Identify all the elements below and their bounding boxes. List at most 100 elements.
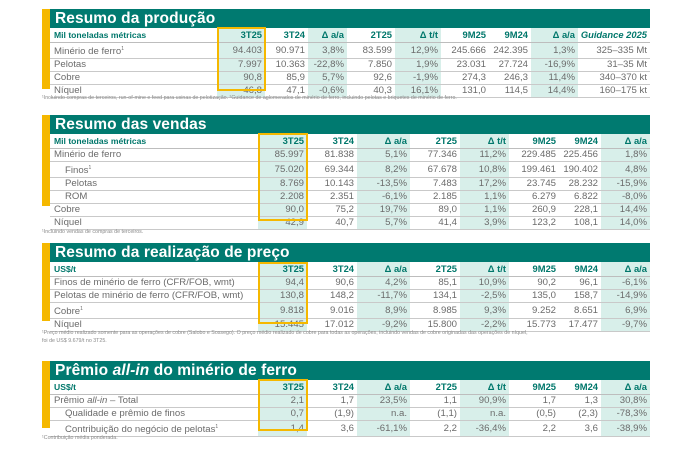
cell: 2.185 xyxy=(410,190,460,204)
cell: -78,3% xyxy=(601,407,650,421)
col-header: 9M25 xyxy=(509,380,559,395)
cell: 67.678 xyxy=(410,161,460,178)
cell: 2.208 xyxy=(258,190,307,204)
footnote: ¹Contribuição média ponderada. xyxy=(42,435,118,441)
cell: 3,9% xyxy=(460,216,509,230)
cell: -8,0% xyxy=(601,190,650,204)
cell: 158,7 xyxy=(559,289,601,303)
cell: 6.822 xyxy=(559,190,601,204)
cell: 90.971 xyxy=(265,42,308,59)
cell: 148,2 xyxy=(307,289,357,303)
col-header-guidance: Guidance 2025 xyxy=(578,28,650,43)
cell: 75,2 xyxy=(307,203,357,217)
table-row: Prêmio all-in – Total 2,1 1,7 23,5% 1,1 … xyxy=(50,394,650,408)
section-title: Prêmio all-in do minério de ferro xyxy=(50,361,650,380)
price-table: US$/t 3T25 3T24 Δ a/a 2T25 Δ t/t 9M25 9M… xyxy=(50,262,650,332)
col-header: Δ t/t xyxy=(395,28,441,43)
cell: 17,2% xyxy=(460,177,509,191)
price-realization-section: Resumo da realização de preço US$/t 3T25… xyxy=(42,243,650,332)
cell: 42,9 xyxy=(258,216,307,230)
table-row: Níquel 46,8 47,1 -0,6% 40,3 16,1% 131,0 … xyxy=(50,84,650,98)
col-header: 3T24 xyxy=(307,134,357,149)
col-header: Δ a/a xyxy=(308,28,347,43)
cell: 2,1 xyxy=(258,394,307,408)
col-header: 9M24 xyxy=(559,262,601,277)
cell: 17.012 xyxy=(307,318,357,332)
cell: 69.344 xyxy=(307,161,357,178)
cell: 15.773 xyxy=(509,318,559,332)
cell: (1,9) xyxy=(307,407,357,421)
col-header: 2T25 xyxy=(410,262,460,277)
cell: 40,7 xyxy=(307,216,357,230)
unit-label: Mil toneladas métricas xyxy=(50,28,217,43)
table-row: Qualidade e prêmio de finos 0,7 (1,9) n.… xyxy=(50,407,650,421)
section-title: Resumo das vendas xyxy=(50,115,650,134)
cell: 246,3 xyxy=(489,71,531,85)
cell: 14,0% xyxy=(601,216,650,230)
cell: 90,0 xyxy=(258,203,307,217)
table-row: Finos de minério de ferro (CFR/FOB, wmt)… xyxy=(50,276,650,290)
cell: 1,9% xyxy=(395,58,441,72)
cell: 8.769 xyxy=(258,177,307,191)
unit-label: US$/t xyxy=(50,380,258,395)
row-label: Minério de ferro xyxy=(50,148,258,162)
cell: 9.016 xyxy=(307,302,357,319)
table-row: Níquel 42,9 40,7 5,7% 41,4 3,9% 123,2 10… xyxy=(50,216,650,230)
cell: 90,8 xyxy=(217,71,265,85)
table-row: Contribuição do negócio de pelotas1 1,4 … xyxy=(50,420,650,437)
cell: 23,5% xyxy=(357,394,410,408)
cell: -6,1% xyxy=(601,276,650,290)
footnote-line: ¹Preço médio realizado somente para as o… xyxy=(42,330,528,336)
cell: (2,3) xyxy=(559,407,601,421)
row-label: Pelotas de minério de ferro (CFR/FOB, wm… xyxy=(50,289,258,303)
cell: 23.031 xyxy=(441,58,489,72)
row-label: Finos1 xyxy=(50,161,258,178)
sales-table: Mil toneladas métricas 3T25 3T24 Δ a/a 2… xyxy=(50,134,650,230)
cell: 190.402 xyxy=(559,161,601,178)
cell: 23.745 xyxy=(509,177,559,191)
cell: 2.351 xyxy=(307,190,357,204)
cell: 10,9% xyxy=(460,276,509,290)
col-header: 3T24 xyxy=(307,262,357,277)
cell: -6,1% xyxy=(357,190,410,204)
col-header: Δ a/a xyxy=(357,380,410,395)
cell: -14,9% xyxy=(601,289,650,303)
cell: 6.279 xyxy=(509,190,559,204)
table-row: Minério de ferro 85.997 81.838 5,1% 77.3… xyxy=(50,148,650,162)
cell: 1,1% xyxy=(460,190,509,204)
table-row: Cobre 90,0 75,2 19,7% 89,0 1,1% 260,9 22… xyxy=(50,203,650,217)
cell: 85,9 xyxy=(265,71,308,85)
col-header: 3T24 xyxy=(265,28,308,43)
col-header: 2T25 xyxy=(410,380,460,395)
cell: 108,1 xyxy=(559,216,601,230)
row-label: Prêmio all-in – Total xyxy=(50,394,258,408)
cell: 47,1 xyxy=(265,84,308,98)
row-label: Níquel xyxy=(50,318,258,332)
cell: 3,6 xyxy=(559,420,601,437)
cell: 96,1 xyxy=(559,276,601,290)
cell: 8,9% xyxy=(357,302,410,319)
cell: 17.477 xyxy=(559,318,601,332)
cell: 75.020 xyxy=(258,161,307,178)
col-header: Δ t/t xyxy=(460,380,509,395)
col-header: Δ a/a xyxy=(531,28,578,43)
table-row: Finos1 75.020 69.344 8,2% 67.678 10,8% 1… xyxy=(50,161,650,178)
section-title: Resumo da produção xyxy=(50,9,650,28)
cell: (0,5) xyxy=(509,407,559,421)
cell: -61,1% xyxy=(357,420,410,437)
footnote: ¹Incluindo compras de terceiros, run-of-… xyxy=(42,95,457,101)
cell: 4,8% xyxy=(601,161,650,178)
cell: 28.232 xyxy=(559,177,601,191)
col-header: 3T25 xyxy=(258,262,307,277)
cell: 83.599 xyxy=(347,42,395,59)
col-header: Δ t/t xyxy=(460,134,509,149)
cell: 5,1% xyxy=(357,148,410,162)
cell: 90,6 xyxy=(307,276,357,290)
cell: 77.346 xyxy=(410,148,460,162)
cell: 94,4 xyxy=(258,276,307,290)
col-header: Δ a/a xyxy=(601,380,650,395)
col-header: 3T25 xyxy=(258,134,307,149)
cell: 1,8% xyxy=(601,148,650,162)
table-row: Pelotas 7.997 10.363 -22,8% 7.850 1,9% 2… xyxy=(50,58,650,72)
cell: 7.483 xyxy=(410,177,460,191)
